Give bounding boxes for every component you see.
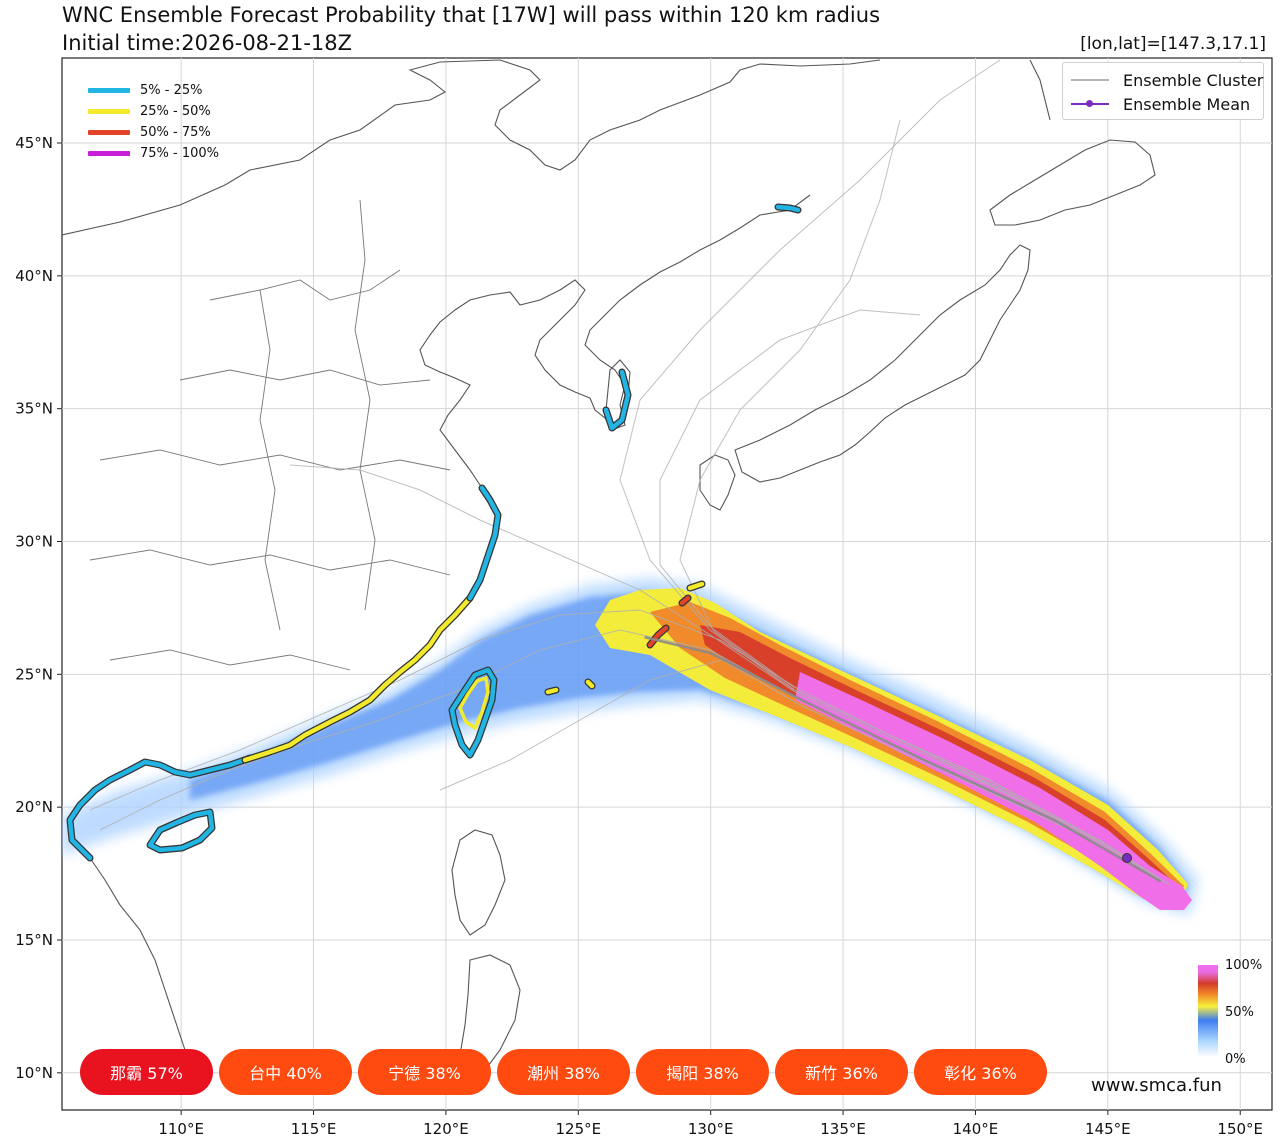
lon-tick-label: 145°E [1085,1120,1131,1138]
lon-tick-label: 140°E [953,1120,999,1138]
lon-tick-label: 115°E [291,1120,337,1138]
colorbar-top-label: 100% [1225,958,1263,973]
ensemble-mean-track [644,635,1162,883]
sakhalin [1029,59,1051,121]
cluster-track [619,59,1171,886]
initial-time: Initial time:2026-08-21-18Z [62,31,353,55]
cluster-track [89,609,1171,886]
axis-ticks: 110°E 115°E 120°E 125°E 130°E 135°E 140°E 145°E… [15,134,1263,1138]
lon-tick-label: 110°E [158,1120,204,1138]
cluster-track [679,119,1171,886]
colorbar-bottom-label: 0% [1225,1052,1246,1067]
cluster-swatch [1071,79,1109,81]
lon-tick-label: 150°E [1217,1120,1263,1138]
city-pill-ningde[interactable]: 宁德 38% [358,1049,491,1095]
storm-coordinates: [lon,lat]=[147.3,17.1] [1080,34,1266,54]
philippines-south [459,954,521,1076]
province-borders [89,199,451,671]
cluster-track [439,659,1171,886]
probability-legend: 5% - 25% 25% - 50% 50% - 75% 75% - 100% [88,80,219,164]
city-pill-taichung[interactable]: 台中 40% [219,1049,352,1095]
lat-tick-label: 45°N [15,134,53,152]
philippines-luzon [451,829,506,936]
city-pill-hsinchu[interactable]: 新竹 36% [775,1049,908,1095]
lat-tick-label: 25°N [15,665,53,683]
chart-title: WNC Ensemble Forecast Probability that [… [62,3,881,27]
legend-cluster: Ensemble Cluster [1071,70,1263,90]
japan-hokkaido [989,139,1156,226]
lat-tick-label: 40°N [15,267,53,285]
lon-tick-label: 135°E [820,1120,866,1138]
city-pill-naha[interactable]: 那霸 57% [80,1049,213,1095]
lat-tick-label: 30°N [15,532,53,550]
prob-legend-item: 5% - 25% [88,80,219,101]
province-probability-contours [66,203,802,862]
prob-legend-swatch [88,130,130,135]
prob-legend-item: 25% - 50% [88,101,219,122]
mean-swatch [1071,100,1109,107]
probability-colorbar [1198,965,1218,1057]
city-pill-chaozhou[interactable]: 潮州 38% [497,1049,630,1095]
city-pill-jieyang[interactable]: 揭阳 38% [636,1049,769,1095]
japan-honshu [734,244,1031,483]
lat-tick-label: 20°N [15,798,53,816]
lon-tick-label: 125°E [555,1120,601,1138]
storm-position-marker [1122,853,1132,863]
prob-legend-swatch [88,88,130,93]
prob-legend-swatch [88,151,130,156]
graticule [62,58,1272,1110]
lon-tick-label: 130°E [688,1120,734,1138]
japan-kyushu [699,454,736,511]
lat-tick-label: 10°N [15,1064,53,1082]
cluster-track [289,464,1171,886]
site-url[interactable]: www.smca.fun [1091,1075,1222,1096]
track-legend: Ensemble Cluster Ensemble Mean [1062,62,1264,120]
city-pill-changhua[interactable]: 彰化 36% [914,1049,1047,1095]
prob-legend-swatch [88,109,130,114]
legend-mean: Ensemble Mean [1071,94,1250,114]
lon-tick-label: 120°E [423,1120,469,1138]
colorbar-mid-label: 50% [1225,1005,1254,1020]
indochina-coast [89,857,191,1081]
prob-legend-item: 75% - 100% [88,143,219,164]
prob-legend-item: 50% - 75% [88,122,219,143]
lat-tick-label: 15°N [15,931,53,949]
lat-tick-label: 35°N [15,400,53,418]
